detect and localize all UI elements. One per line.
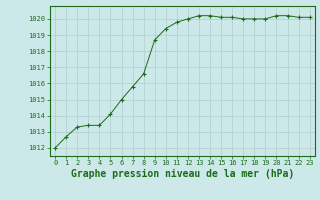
X-axis label: Graphe pression niveau de la mer (hPa): Graphe pression niveau de la mer (hPa) (71, 169, 294, 179)
